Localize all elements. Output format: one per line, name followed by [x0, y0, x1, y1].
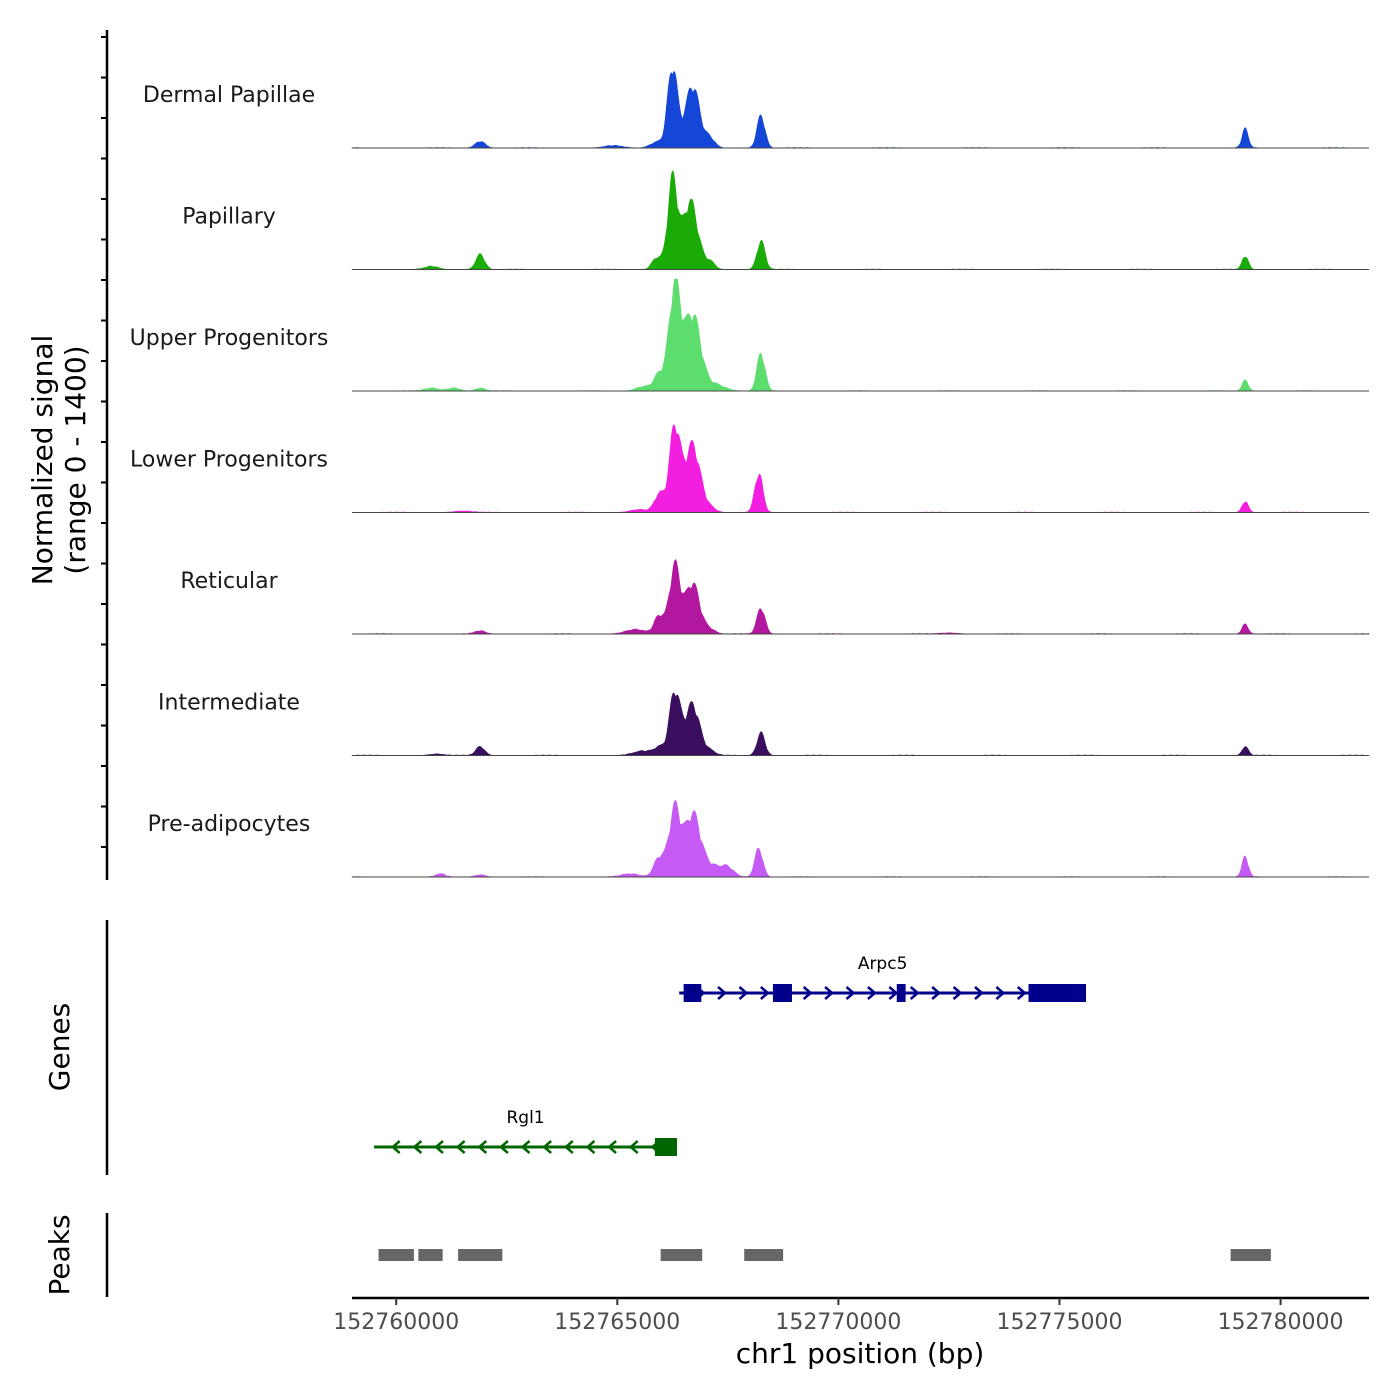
strand-arrow: [563, 1140, 574, 1154]
strand-arrow: [607, 1140, 617, 1154]
x-tick-label: 152775000: [996, 1310, 1122, 1335]
track-label: Lower Progenitors: [130, 448, 328, 473]
exon: [1028, 984, 1087, 1002]
strand-arrow: [824, 986, 835, 1000]
strand-arrow: [434, 1140, 444, 1154]
signal-y-axis-title: Normalized signal: [26, 335, 59, 586]
strand-arrow: [760, 986, 770, 1000]
peak-region: [660, 1249, 703, 1261]
strand-arrow: [888, 986, 899, 1000]
strand-arrow: [520, 1140, 531, 1154]
peak-region: [378, 1249, 414, 1261]
gene-name: Rgl1: [506, 1108, 544, 1128]
gene-name: Arpc5: [858, 954, 908, 974]
strand-arrow: [717, 986, 727, 1000]
signal-tracks: [351, 70, 1370, 878]
exon: [896, 984, 906, 1002]
signal-area: [351, 800, 1369, 878]
track-label: Reticular: [180, 569, 278, 594]
strand-arrow: [802, 986, 813, 1000]
x-tick-label: 152760000: [333, 1310, 459, 1335]
strand-arrow: [867, 986, 877, 1000]
signal-area: [351, 70, 1369, 149]
exon: [683, 984, 702, 1002]
peaks-track: [378, 1249, 1271, 1261]
strand-arrow: [585, 1140, 596, 1154]
track-label: Pre-adipocytes: [148, 812, 311, 837]
strand-arrow: [477, 1140, 488, 1154]
x-tick-label: 152780000: [1218, 1310, 1344, 1335]
peak-region: [458, 1249, 503, 1261]
exon: [654, 1138, 677, 1156]
signal-area: [352, 278, 1369, 392]
strand-arrow: [738, 986, 749, 1000]
track-label: Dermal Papillae: [143, 83, 315, 108]
strand-arrow: [909, 986, 920, 1000]
strand-arrow: [974, 986, 984, 1000]
track-labels: Dermal Papillae Papillary Upper Progenitor…: [130, 83, 329, 837]
signal-area: [352, 559, 1370, 635]
strand-arrow: [542, 1140, 553, 1154]
strand-arrow: [952, 986, 963, 1000]
x-tick-label: 152770000: [775, 1310, 901, 1335]
x-tick-label: 152765000: [554, 1310, 680, 1335]
strand-arrow: [455, 1140, 466, 1154]
signal-y-ticks: [101, 36, 107, 848]
strand-arrow: [412, 1140, 423, 1154]
signal-area: [351, 692, 1370, 756]
x-axis-ticks: 152760000 152765000 152770000 152775000 1527…: [333, 1298, 1344, 1335]
genes-track: Arpc5 Rgl1: [374, 954, 1087, 1156]
track-label: Intermediate: [158, 691, 300, 716]
track-label: Upper Progenitors: [130, 326, 329, 351]
exon: [772, 984, 792, 1002]
strand-arrow: [845, 986, 856, 1000]
track-label: Papillary: [182, 205, 276, 230]
signal-y-axis-range: (range 0 - 1400): [59, 345, 92, 574]
peak-region: [418, 1249, 443, 1261]
strand-arrow: [1016, 986, 1027, 1000]
genes-track-title: Genes: [43, 1003, 76, 1091]
strand-arrow: [931, 986, 942, 1000]
x-axis-title: chr1 position (bp): [736, 1337, 985, 1370]
strand-arrow: [995, 986, 1006, 1000]
signal-area: [351, 170, 1369, 270]
strand-arrow: [498, 1140, 509, 1154]
strand-arrow: [390, 1140, 401, 1154]
peak-region: [744, 1249, 784, 1261]
peak-region: [1230, 1249, 1271, 1261]
strand-arrow: [628, 1140, 639, 1154]
signal-area: [352, 423, 1370, 513]
peaks-track-title: Peaks: [43, 1214, 76, 1295]
